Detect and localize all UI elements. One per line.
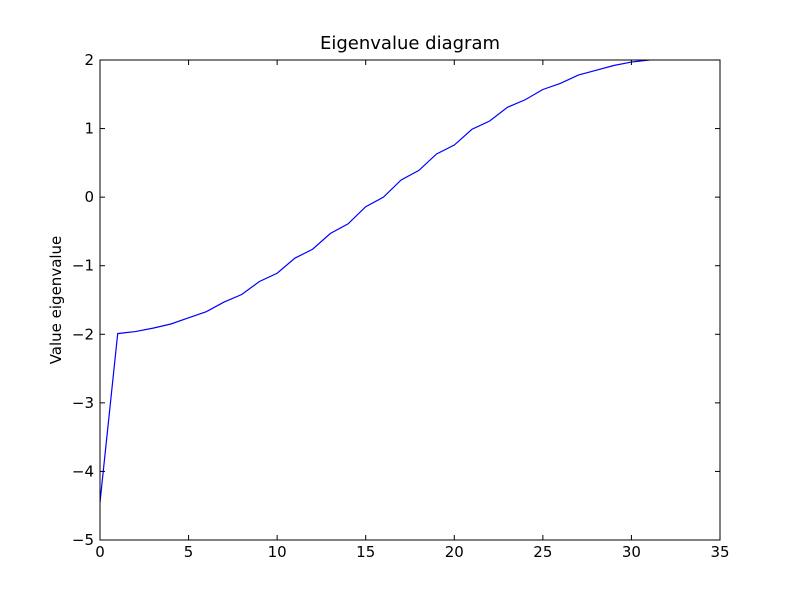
x-tick-label: 15 [356,543,375,561]
y-tick-label: 0 [84,188,94,206]
chart-title: Eigenvalue diagram [320,33,500,54]
y-tick-label: 1 [84,120,94,138]
y-tick-label: −2 [72,325,94,343]
y-tick-label: −4 [72,462,94,480]
y-tick-label: −5 [72,531,94,549]
y-axis-label: Value eigenvalue [47,236,65,365]
x-tick-label: 10 [268,543,287,561]
x-tick-label: 5 [184,543,194,561]
x-tick-label: 20 [445,543,464,561]
y-axis: 2 1 0 −1 −2 −3 −4 −5 [72,51,720,549]
x-tick-label: 30 [622,543,641,561]
y-tick-label: −3 [72,394,94,412]
x-axis: 0 5 10 15 20 25 30 35 [95,60,730,561]
y-tick-label: 2 [84,51,94,69]
x-tick-label: 25 [533,543,552,561]
plot-area [99,59,721,541]
plot-frame [99,59,721,541]
x-tick-label: 0 [95,543,105,561]
series-line [100,60,653,503]
y-tick-label: −1 [72,257,94,275]
x-tick-label: 35 [710,543,729,561]
